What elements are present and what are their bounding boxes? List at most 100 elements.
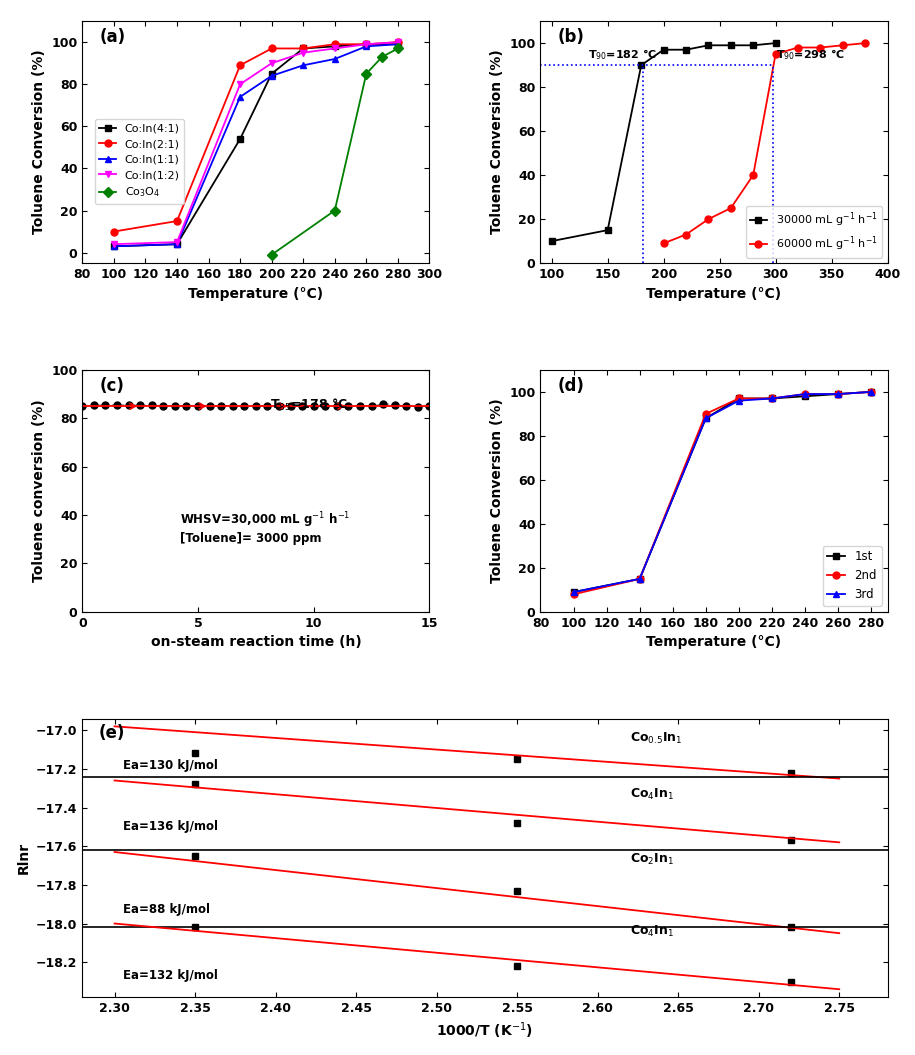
60000 mL g$^{-1}$ h$^{-1}$ [748, 169, 759, 181]
60000 mL g$^{-1}$ h$^{-1}$ [815, 41, 826, 54]
Legend: 1st, 2nd, 3rd: 1st, 2nd, 3rd [823, 545, 882, 606]
Y-axis label: Toluene Conversion (%): Toluene Conversion (%) [32, 50, 46, 234]
Co:In(4:1) [108, 239, 119, 252]
30000 mL g$^{-1}$ h$^{-1}$ [636, 59, 647, 72]
3rd [800, 388, 811, 401]
Text: (e): (e) [99, 724, 124, 743]
Line: 2nd: 2nd [570, 388, 875, 598]
2nd [866, 385, 877, 398]
1st [568, 586, 579, 598]
Co$_3$O$_4$ [377, 51, 388, 63]
Co$_3$O$_4$ [266, 248, 277, 261]
60000 mL g$^{-1}$ h$^{-1}$ [792, 41, 803, 54]
Co:In(1:2) [108, 237, 119, 250]
Co:In(1:1) [171, 237, 182, 250]
Co:In(1:2) [171, 235, 182, 248]
Co:In(1:2) [329, 42, 340, 55]
Co$_3$O$_4$ [329, 205, 340, 217]
3rd [833, 388, 844, 401]
Y-axis label: Rlnr: Rlnr [16, 842, 30, 874]
Co:In(1:2) [234, 78, 245, 91]
30000 mL g$^{-1}$ h$^{-1}$ [726, 39, 737, 52]
Co:In(2:1) [266, 42, 277, 55]
Text: Co$_4$In$_1$: Co$_4$In$_1$ [630, 924, 674, 939]
Co:In(1:2) [393, 36, 404, 49]
Co:In(2:1) [234, 59, 245, 72]
Co:In(1:1) [361, 40, 371, 53]
Co:In(1:2) [297, 46, 308, 59]
Co:In(2:1) [108, 225, 119, 237]
2nd [767, 392, 778, 405]
Y-axis label: Toluene conversion (%): Toluene conversion (%) [32, 400, 46, 582]
Line: 1st: 1st [570, 388, 875, 596]
3rd [733, 395, 744, 407]
Co:In(2:1) [329, 38, 340, 51]
Co:In(2:1) [171, 215, 182, 228]
60000 mL g$^{-1}$ h$^{-1}$ [658, 237, 669, 250]
Text: Co$_2$In$_1$: Co$_2$In$_1$ [630, 852, 674, 867]
60000 mL g$^{-1}$ h$^{-1}$ [860, 37, 871, 50]
1st [634, 573, 645, 586]
1st [700, 411, 711, 424]
Text: (a): (a) [100, 28, 126, 46]
1st [733, 392, 744, 405]
Co$_3$O$_4$ [361, 68, 371, 80]
1st [800, 390, 811, 403]
60000 mL g$^{-1}$ h$^{-1}$ [837, 39, 848, 52]
30000 mL g$^{-1}$ h$^{-1}$ [681, 43, 692, 56]
Text: WHSV=30,000 mL g$^{-1}$ h$^{-1}$
[Toluene]= 3000 ppm: WHSV=30,000 mL g$^{-1}$ h$^{-1}$ [Toluen… [179, 511, 350, 544]
3rd [634, 573, 645, 586]
3rd [700, 411, 711, 424]
Legend: Co:In(4:1), Co:In(2:1), Co:In(1:1), Co:In(1:2), Co$_3$O$_4$: Co:In(4:1), Co:In(2:1), Co:In(1:1), Co:I… [95, 119, 184, 204]
Legend: 30000 mL g$^{-1}$ h$^{-1}$, 60000 mL g$^{-1}$ h$^{-1}$: 30000 mL g$^{-1}$ h$^{-1}$, 60000 mL g$^… [746, 206, 882, 257]
Text: (d): (d) [558, 377, 585, 396]
X-axis label: 1000/T (K$^{-1}$): 1000/T (K$^{-1}$) [436, 1020, 533, 1041]
Text: T$_{85}$=178 °C: T$_{85}$=178 °C [270, 397, 348, 413]
3rd [568, 586, 579, 598]
Co:In(1:1) [266, 70, 277, 82]
Co:In(1:1) [329, 53, 340, 65]
Co$_3$O$_4$ [393, 42, 404, 55]
X-axis label: Temperature (°C): Temperature (°C) [647, 635, 781, 649]
Line: Co:In(2:1): Co:In(2:1) [111, 39, 402, 235]
Y-axis label: Toluene Conversion (%): Toluene Conversion (%) [490, 399, 504, 583]
Co:In(2:1) [361, 38, 371, 51]
30000 mL g$^{-1}$ h$^{-1}$ [658, 43, 669, 56]
Line: Co:In(1:2): Co:In(1:2) [111, 39, 402, 248]
Y-axis label: Toluene Conversion (%): Toluene Conversion (%) [490, 50, 504, 234]
Co:In(2:1) [297, 42, 308, 55]
Co:In(1:2) [361, 38, 371, 51]
X-axis label: Temperature (°C): Temperature (°C) [647, 287, 781, 301]
Co:In(4:1) [171, 237, 182, 250]
60000 mL g$^{-1}$ h$^{-1}$ [703, 213, 714, 226]
Text: (b): (b) [558, 28, 585, 46]
X-axis label: Temperature (°C): Temperature (°C) [188, 287, 323, 301]
1st [767, 392, 778, 405]
Text: Co$_4$In$_1$: Co$_4$In$_1$ [630, 786, 674, 802]
Co:In(1:1) [393, 38, 404, 51]
Text: Ea=136 kJ/mol: Ea=136 kJ/mol [123, 821, 218, 833]
60000 mL g$^{-1}$ h$^{-1}$ [726, 202, 737, 214]
Co:In(1:1) [234, 91, 245, 103]
60000 mL g$^{-1}$ h$^{-1}$ [770, 47, 781, 60]
Line: Co:In(4:1): Co:In(4:1) [111, 41, 402, 250]
Text: Co$_{0.5}$In$_1$: Co$_{0.5}$In$_1$ [630, 730, 683, 746]
3rd [866, 385, 877, 398]
30000 mL g$^{-1}$ h$^{-1}$ [748, 39, 759, 52]
Co:In(4:1) [393, 38, 404, 51]
Text: T$_{90}$=182 °C: T$_{90}$=182 °C [587, 47, 657, 62]
Co:In(1:2) [266, 57, 277, 70]
Co:In(1:1) [108, 239, 119, 252]
1st [866, 385, 877, 398]
Line: 30000 mL g$^{-1}$ h$^{-1}$: 30000 mL g$^{-1}$ h$^{-1}$ [548, 40, 779, 245]
Co:In(1:1) [297, 59, 308, 72]
Text: T$_{90}$=298 °C: T$_{90}$=298 °C [776, 47, 845, 62]
2nd [800, 388, 811, 401]
30000 mL g$^{-1}$ h$^{-1}$ [602, 224, 613, 236]
30000 mL g$^{-1}$ h$^{-1}$ [703, 39, 714, 52]
Line: 60000 mL g$^{-1}$ h$^{-1}$: 60000 mL g$^{-1}$ h$^{-1}$ [660, 40, 868, 247]
Line: Co$_3$O$_4$: Co$_3$O$_4$ [268, 45, 402, 258]
Text: Ea=88 kJ/mol: Ea=88 kJ/mol [123, 903, 210, 917]
1st [833, 388, 844, 401]
X-axis label: on-steam reaction time (h): on-steam reaction time (h) [150, 635, 361, 649]
